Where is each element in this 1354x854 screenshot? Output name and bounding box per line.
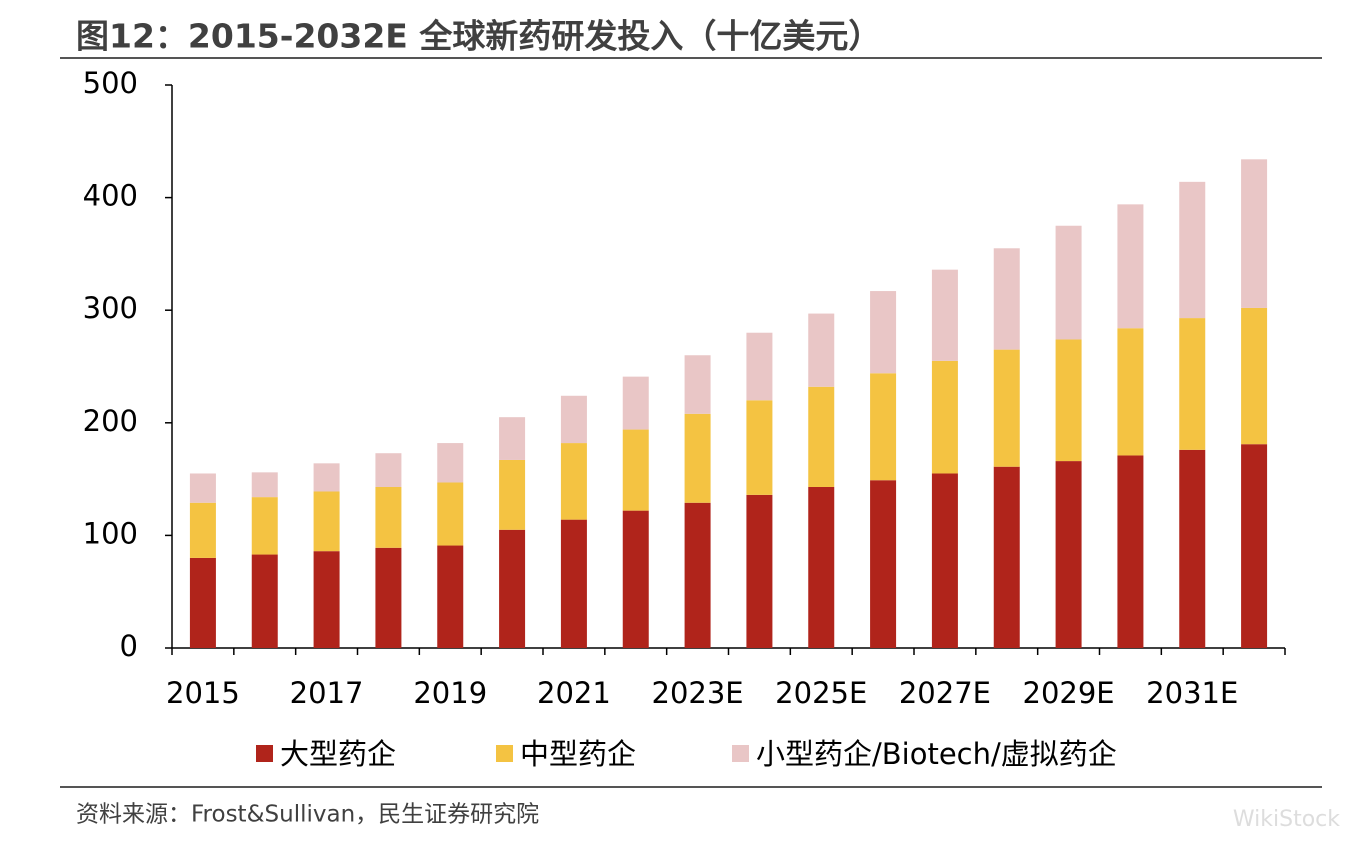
x-tick-label: 2015 [166,676,240,710]
bar-segment [499,417,526,460]
bar-segment [931,269,958,361]
bar-segment [622,429,649,511]
bar-segment [499,529,526,648]
bar-segment [1055,339,1082,462]
bar-segment [684,355,711,414]
bar-segment [189,502,216,558]
bar-segment [684,502,711,648]
bar-segment [375,453,402,487]
bar-segment [189,473,216,503]
x-tick-label: 2017 [290,676,364,710]
bar-segment [1117,455,1144,648]
chart-title: 图12：2015-2032E 全球新药研发投入（十亿美元） [76,17,881,56]
bar-segment [1241,307,1268,445]
bar-segment [560,443,587,520]
bar-segment [808,386,835,487]
bar-segment [746,494,773,648]
bar-segment [1179,318,1206,450]
bar-segment [375,547,402,648]
y-tick-label: 200 [83,404,138,438]
x-tick-label: 2021 [537,676,611,710]
x-tick-label: 2023E [652,676,744,710]
bar-segment [931,473,958,648]
bar-segment [560,519,587,648]
bar-segment [746,400,773,495]
y-tick-label: 100 [83,516,138,550]
y-tick-label: 300 [83,291,138,325]
bar-segment [931,360,958,474]
bar-segment [870,373,897,481]
legend-label: 大型药企 [280,737,396,771]
bar-segment [1117,204,1144,329]
bar-segment [437,482,464,546]
bar-segment [684,413,711,503]
x-tick-label: 2027E [899,676,991,710]
bar-segment [189,557,216,648]
bar-segment [499,459,526,530]
x-tick-label: 2029E [1023,676,1115,710]
bar-segment [993,466,1020,648]
bar-segment [622,376,649,430]
bar-segment [375,486,402,548]
bar-segment [1179,181,1206,319]
bar-segment [1055,461,1082,648]
y-tick-label: 400 [83,179,138,213]
legend-swatch [496,745,513,762]
bar-segment [1241,444,1268,648]
bar-segment [1055,225,1082,340]
bar-segment [313,551,340,648]
bar-segment [313,463,340,492]
legend-label: 小型药企/Biotech/虚拟药企 [756,737,1117,771]
bar-segment [437,443,464,483]
legend-swatch [256,745,273,762]
watermark: WikiStock [1233,807,1340,832]
bar-segment [622,510,649,648]
source-note: 资料来源：Frost&Sullivan，民生证券研究院 [76,802,539,828]
legend-swatch [732,745,749,762]
bar-segment [313,491,340,552]
bar-segment [1179,449,1206,648]
bar-segment [870,291,897,374]
bar-segment [560,395,587,444]
bar-segment [746,332,773,401]
bar-segment [251,497,278,555]
bar-segment [251,554,278,648]
bar-segment [993,349,1020,467]
x-tick-label: 2031E [1146,676,1238,710]
legend-label: 中型药企 [520,737,636,771]
bar-segment [808,313,835,387]
y-tick-label: 0 [120,629,138,663]
bar-segment [1117,328,1144,456]
bar-segment [870,480,897,648]
bar-segment [437,545,464,648]
y-tick-label: 500 [83,66,138,100]
bar-segment [1241,159,1268,308]
x-tick-label: 2025E [775,676,867,710]
x-tick-label: 2019 [413,676,487,710]
bar-segment [251,472,278,498]
bar-segment [993,248,1020,350]
bar-segment [808,486,835,648]
